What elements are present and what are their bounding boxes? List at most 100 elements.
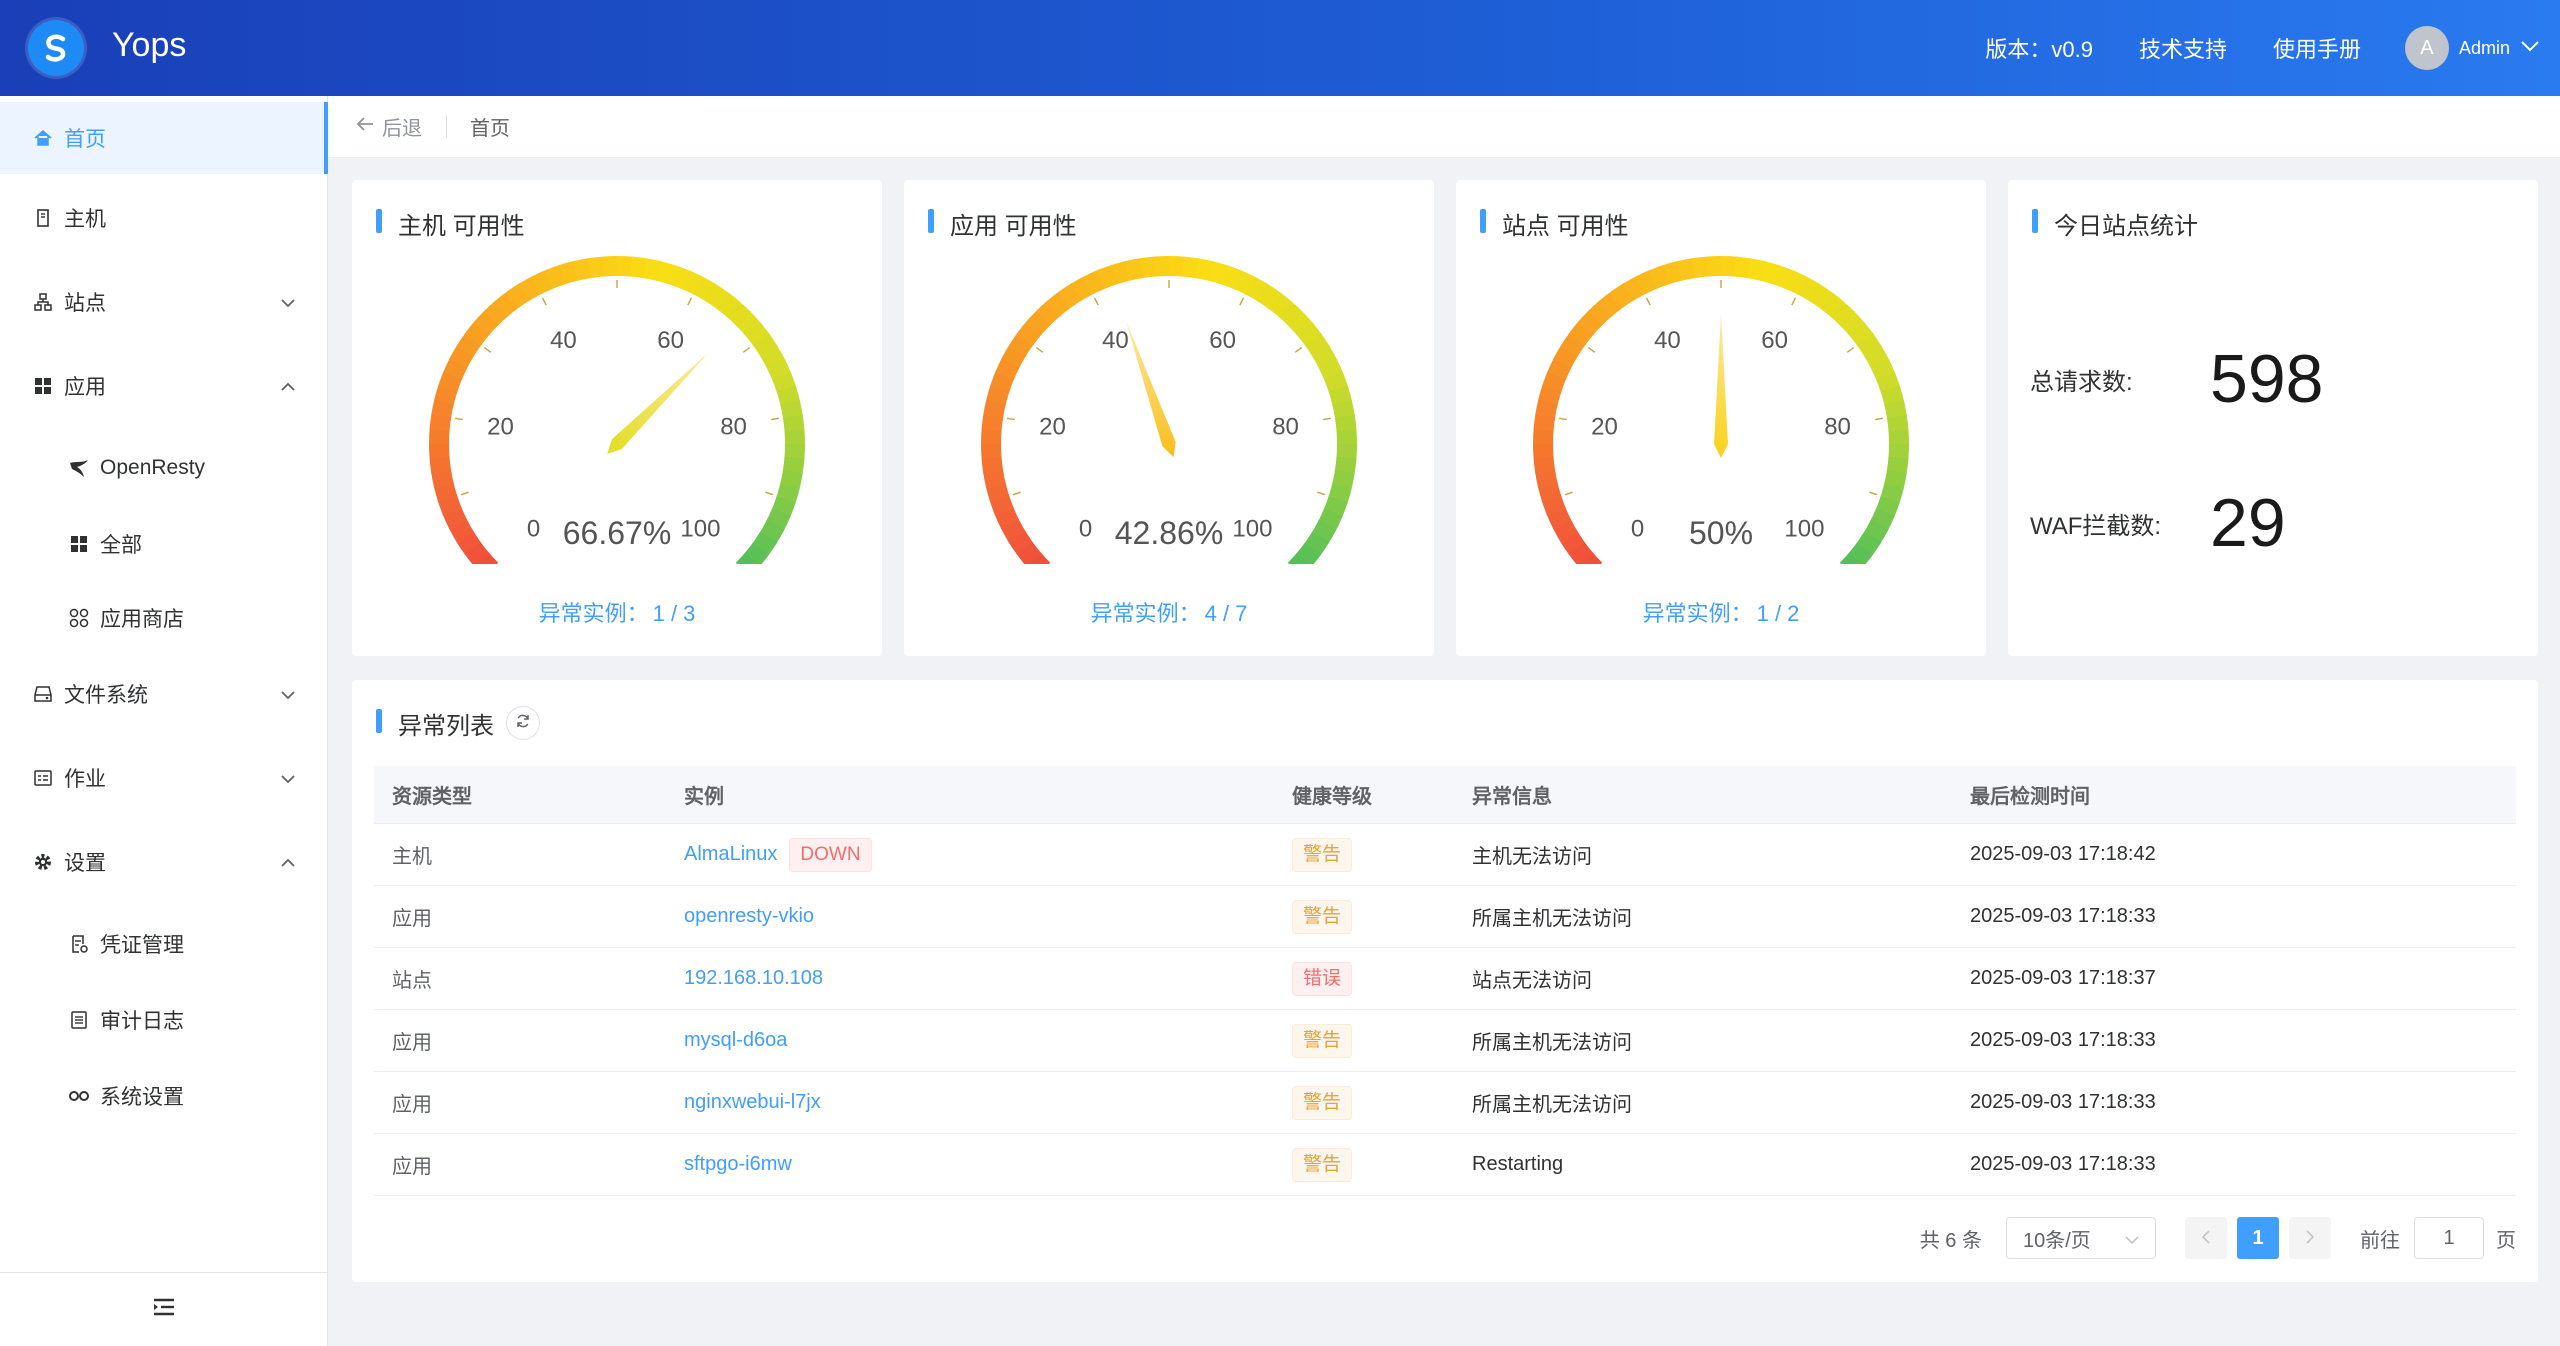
back-button[interactable]: 后退 [356, 112, 422, 141]
site-stats-card: 今日站点统计 总请求数: 598 WAF拦截数: 29 [2008, 180, 2538, 656]
gauge-arc-segment [1154, 256, 1171, 277]
sidebar-item-all[interactable]: 全部 [0, 508, 328, 580]
sidebar-item-filesystem[interactable]: 文件系统 [0, 658, 328, 730]
openresty-icon [68, 457, 90, 479]
user-manual-link[interactable]: 使用手册 [2272, 37, 2361, 62]
gauge-arc-segment [1734, 256, 1753, 279]
gauge-arc-segment [506, 282, 531, 309]
gauge-tick-label: 20 [1039, 414, 1066, 441]
card-title: 主机 可用性 [376, 206, 525, 241]
sidebar-item-label: 设置 [64, 852, 106, 875]
total-count: 共 6 条 [1919, 1229, 1982, 1252]
gauge-arc-segment [1318, 358, 1344, 382]
gauge-arc-segment [1287, 553, 1310, 564]
cell-last-check-time: 2025-09-03 17:18:33 [1970, 1153, 2156, 1175]
gauge-arc-segment [1856, 333, 1883, 358]
cell-instance: AlmaLinux DOWN [684, 824, 872, 885]
gauge-arc-segment [668, 265, 691, 290]
gauge-arc-segment [616, 256, 634, 277]
gauge-arc-segment [1785, 270, 1808, 296]
gauge-arc-segment [448, 518, 474, 543]
page-size-select[interactable]: 10条/页 [2006, 1217, 2156, 1259]
sidebar-item-label: OpenResty [100, 456, 206, 479]
gauge-arc-segment [1295, 542, 1322, 564]
next-page-button[interactable] [2289, 1217, 2331, 1259]
gauge-arc-segment [1328, 483, 1352, 504]
gauge-tick [1294, 347, 1303, 353]
avatar[interactable]: A [2404, 26, 2449, 70]
refresh-button[interactable] [506, 706, 540, 740]
top-header: Yops 版本：v0.9 技术支持 使用手册 A Admin [0, 0, 2560, 96]
prev-page-button[interactable] [2185, 1217, 2227, 1259]
chevron-down-icon [280, 290, 296, 314]
instance-link[interactable]: mysql-d6oa [684, 1029, 788, 1051]
cell-health-level: 警告 [1292, 1134, 1353, 1195]
gauge-arc-segment [1691, 256, 1710, 279]
chevron-left-icon [2201, 1227, 2210, 1250]
abnormal-count[interactable]: 异常实例： 1 / 2 [1456, 596, 1986, 628]
instance-link[interactable]: 192.168.10.108 [684, 967, 824, 989]
page-number-button[interactable]: 1 [2237, 1217, 2279, 1259]
gauge-arc-segment [1287, 311, 1314, 337]
cell-instance: 192.168.10.108 [684, 948, 823, 1009]
sidebar-item-label: 作业 [64, 768, 106, 791]
instance-link[interactable]: AlmaLinux [684, 843, 778, 865]
gauge-arc-segment [780, 400, 803, 420]
instance-link[interactable]: openresty-vkio [684, 905, 815, 927]
sidebar-collapse-button[interactable] [0, 1272, 328, 1346]
sidebar-item-sites[interactable]: 站点 [0, 266, 328, 338]
gauge-arc-segment [442, 506, 468, 530]
goto-page-input[interactable]: 1 [2414, 1217, 2484, 1259]
gauge-arc-segment [1070, 275, 1095, 301]
apps-icon [68, 607, 90, 629]
gauge-arc-segment [1610, 282, 1635, 309]
gauge-arc-segment [760, 345, 786, 370]
gauge-tick-label: 80 [1272, 414, 1299, 441]
sidebar-item-home[interactable]: 首页 [0, 102, 328, 174]
sidebar-item-hosts[interactable]: 主机 [0, 182, 328, 254]
chevron-down-icon [2125, 1227, 2139, 1250]
gauge-pointer [1714, 314, 1728, 458]
sidebar-item-jobs[interactable]: 作业 [0, 742, 328, 814]
gauge-arc-segment [431, 468, 454, 488]
sidebar-item-settings[interactable]: 设置 [0, 826, 328, 898]
user-name[interactable]: Admin [2458, 37, 2510, 58]
gauge-arc-segment [443, 357, 469, 380]
gauge-arc-segment [1883, 470, 1907, 490]
sidebar-item-audit-log[interactable]: 审计日志 [0, 984, 328, 1056]
gauge-arc-segment [1884, 400, 1907, 420]
gauge-arc-segment [1635, 269, 1659, 295]
sidebar-item-app-store[interactable]: 应用商店 [0, 582, 328, 654]
sidebar-item-label: 系统设置 [100, 1086, 184, 1109]
gauge-tick [1239, 297, 1245, 306]
version-label: 版本：v0.9 [1985, 37, 2093, 62]
gauge-arc-segment [1869, 508, 1895, 531]
sidebar-item-credentials[interactable]: 凭证管理 [0, 908, 328, 980]
col-instance[interactable]: 实例 [684, 786, 724, 808]
gauge-arc-segment [983, 398, 1007, 418]
col-health-level[interactable]: 健康等级 [1292, 786, 1372, 808]
gauge-arc-segment [1808, 283, 1833, 310]
sidebar-item-system-settings[interactable]: 系统设置 [0, 1060, 328, 1132]
cell-abnormal-info: 所属主机无法访问 [1472, 908, 1632, 930]
abnormal-count[interactable]: 异常实例： 1 / 3 [352, 596, 882, 628]
abnormal-count[interactable]: 异常实例： 4 / 7 [904, 596, 1434, 628]
sidebar-item-apps[interactable]: 应用 [0, 350, 328, 422]
yops-logo-icon[interactable] [28, 20, 84, 76]
tech-support-link[interactable]: 技术支持 [2138, 37, 2227, 62]
health-level-tag: 警告 [1292, 1023, 1353, 1058]
chevron-down-icon[interactable] [2520, 39, 2540, 57]
gauge-value-label: 50% [1689, 515, 1753, 551]
col-resource-type[interactable]: 资源类型 [392, 786, 472, 808]
col-abnormal-info[interactable]: 异常信息 [1472, 786, 1552, 808]
gauge-arc-segment [759, 520, 785, 544]
instance-link[interactable]: nginxwebui-l7jx [684, 1091, 821, 1113]
gauge-arc-segment [1312, 345, 1338, 370]
col-last-check-time[interactable]: 最后检测时间 [1970, 786, 2090, 808]
gauge-arc-segment [1245, 276, 1269, 302]
gauge-arc-segment [437, 494, 462, 516]
gauge-arc-segment [1888, 429, 1909, 446]
instance-link[interactable]: sftpgo-i6mw [684, 1153, 792, 1175]
sidebar-item-openresty[interactable]: OpenResty [0, 432, 328, 504]
gauge-tick [1035, 347, 1044, 353]
